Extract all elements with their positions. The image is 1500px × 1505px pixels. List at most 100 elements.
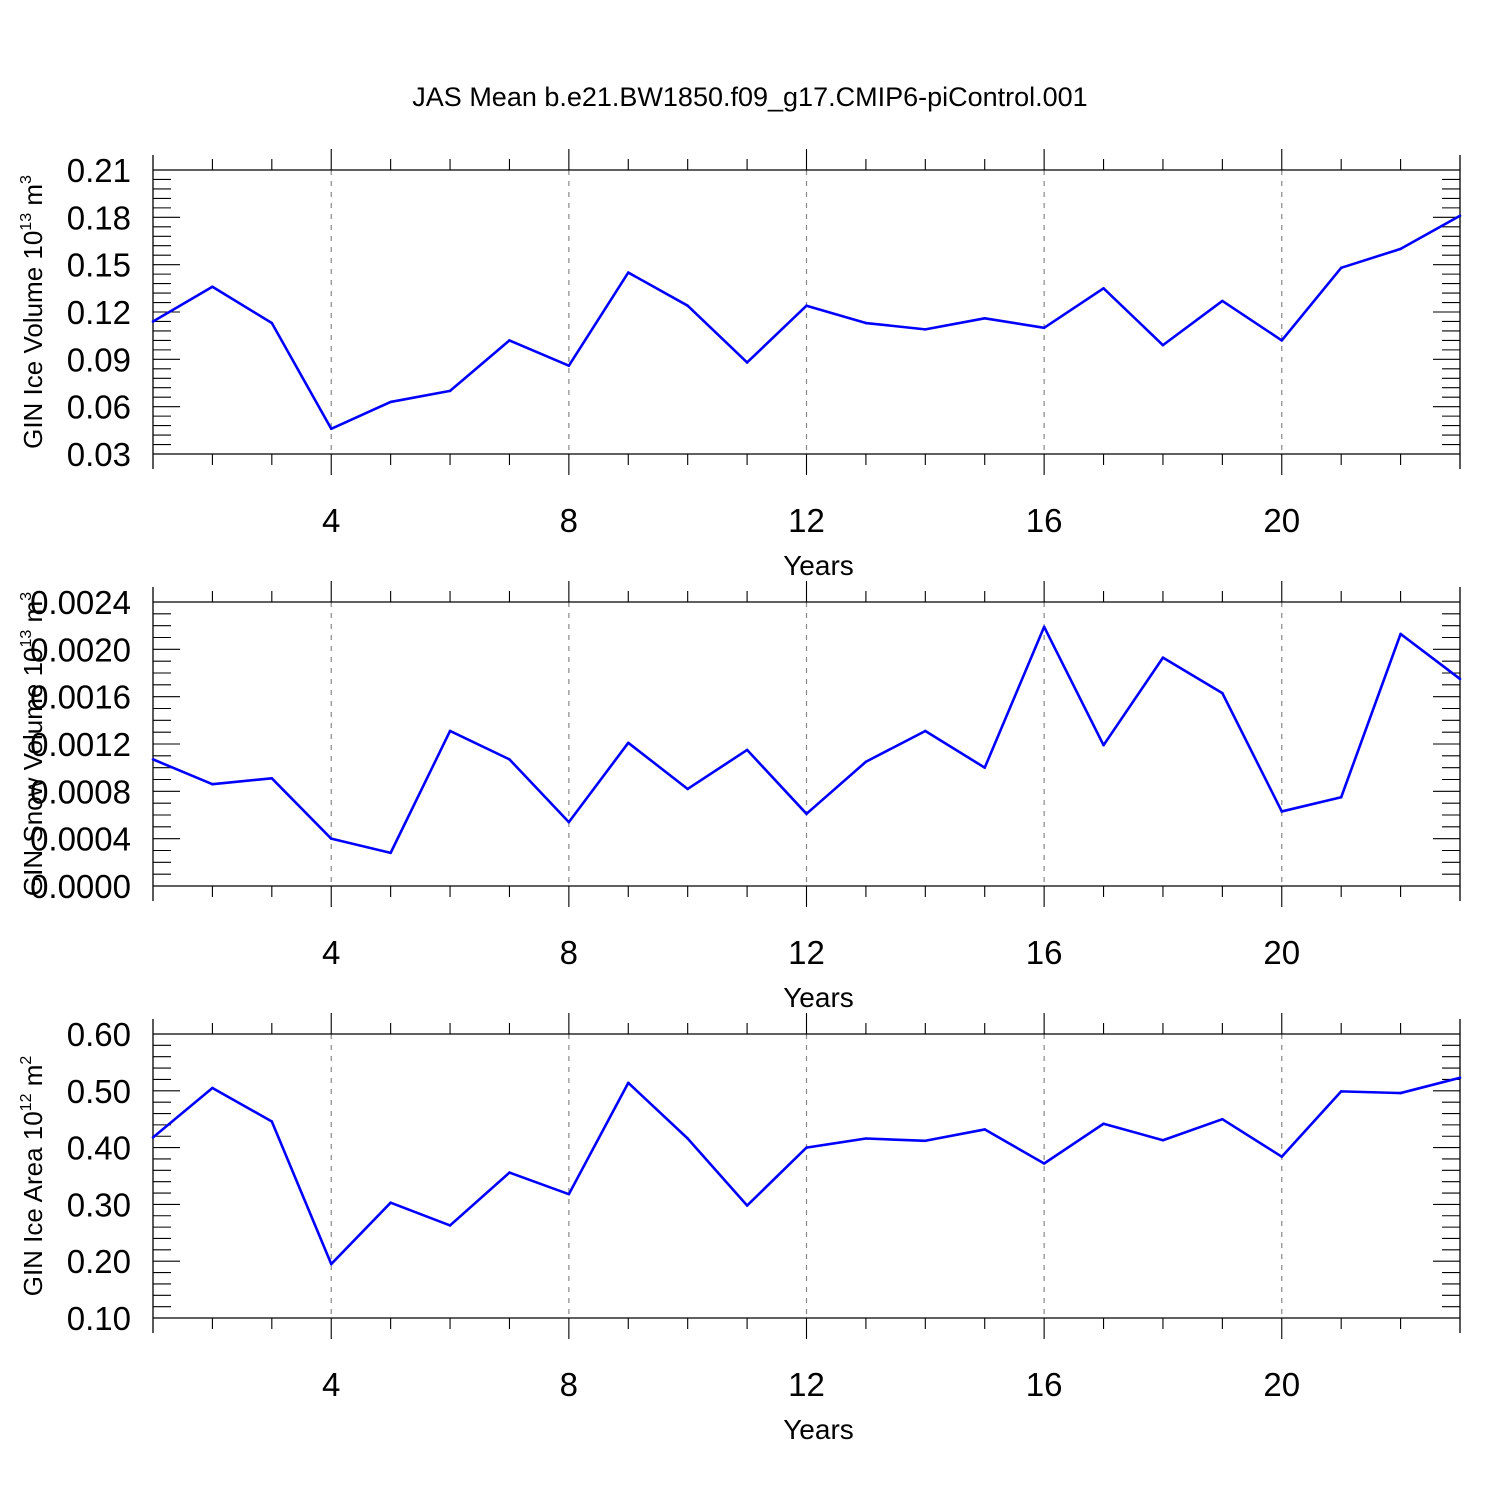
data-point bbox=[805, 812, 808, 816]
y-tick-label: 0.03 bbox=[67, 436, 131, 473]
panel-2: 0.0000 0.0004 0.0008 0.0012 0.0016 0.0020 0.00… bbox=[18, 581, 1462, 1013]
x-tick-label: 12 bbox=[788, 502, 825, 539]
data-point bbox=[864, 1137, 868, 1140]
y-tick-label: 0.21 bbox=[67, 152, 131, 189]
x-tick-label: 20 bbox=[1263, 502, 1300, 539]
y-tick-label: 0.0012 bbox=[30, 726, 131, 763]
data-point bbox=[864, 321, 868, 325]
data-point bbox=[745, 361, 749, 364]
data-point bbox=[508, 758, 511, 761]
y-tick-label: 0.0008 bbox=[30, 773, 131, 810]
y-tick-label: 0.60 bbox=[67, 1016, 131, 1053]
x-tick-label: 8 bbox=[560, 502, 578, 539]
data-point bbox=[567, 1192, 571, 1196]
data-point bbox=[389, 400, 392, 404]
data-point bbox=[389, 851, 392, 855]
y-tick-label: 0.09 bbox=[67, 341, 131, 378]
data-point bbox=[1339, 1090, 1343, 1093]
data-point bbox=[626, 271, 630, 274]
y-tick-label: 0.20 bbox=[67, 1243, 131, 1280]
y-tick-label: 0.18 bbox=[67, 199, 131, 236]
data-point bbox=[745, 748, 749, 752]
data-point bbox=[1161, 343, 1165, 347]
data-point bbox=[686, 304, 689, 307]
data-point bbox=[1102, 287, 1105, 290]
x-tick-label: 8 bbox=[560, 934, 578, 971]
y-axis-label-unit-exponent: 2 bbox=[18, 1056, 35, 1065]
data-point bbox=[983, 766, 987, 769]
data-point bbox=[1458, 214, 1462, 218]
data-point bbox=[567, 820, 571, 824]
y-axis-label: GIN Ice Area 1012 m2 bbox=[18, 1056, 48, 1297]
y-axis-label-exponent: 13 bbox=[18, 213, 35, 231]
panel-3: 0.10 0.20 0.30 0.40 0.50 0.60 4 8 12 16 20 Years GIN… bbox=[18, 1013, 1462, 1445]
x-axis-label: Years bbox=[783, 1414, 854, 1445]
data-point bbox=[329, 427, 333, 431]
data-point bbox=[151, 758, 155, 761]
y-tick-label: 0.40 bbox=[67, 1130, 131, 1167]
data-point bbox=[1399, 632, 1402, 636]
data-point bbox=[1458, 677, 1462, 681]
x-tick-label: 12 bbox=[788, 934, 825, 971]
data-point bbox=[448, 389, 452, 393]
y-axis-label-main: GIN Snow Volume 10 bbox=[18, 648, 48, 897]
data-point bbox=[864, 760, 868, 764]
chart-panels: 0.03 0.06 0.09 0.12 0.15 0.18 0.21 4 8 12 16 20 Year… bbox=[18, 149, 1462, 1445]
x-tick-label: 4 bbox=[322, 502, 340, 539]
y-tick-label: 0.0024 bbox=[30, 584, 131, 621]
y-axis-label-unit: m bbox=[18, 1065, 48, 1094]
data-point bbox=[448, 729, 452, 733]
x-axis-label: Years bbox=[783, 550, 854, 581]
data-point bbox=[626, 741, 630, 745]
x-axis-label: Years bbox=[783, 982, 854, 1013]
y-axis-label-unit-exponent: 3 bbox=[18, 592, 35, 601]
data-point bbox=[1102, 1122, 1105, 1126]
data-point bbox=[1221, 299, 1224, 303]
data-point bbox=[151, 1136, 155, 1139]
data-point bbox=[211, 1086, 214, 1090]
y-tick-label: 0.12 bbox=[67, 294, 131, 331]
data-point bbox=[508, 1171, 511, 1174]
data-point bbox=[924, 729, 927, 733]
y-axis-label-unit: m bbox=[18, 601, 48, 630]
data-point bbox=[567, 364, 571, 367]
data-point bbox=[983, 317, 987, 320]
data-point bbox=[686, 1137, 689, 1140]
y-axis-label: GIN Ice Volume 1013 m3 bbox=[18, 175, 48, 449]
y-axis-label-exponent: 13 bbox=[18, 630, 35, 648]
y-tick-label: 0.10 bbox=[67, 1300, 131, 1337]
x-tick-label: 16 bbox=[1026, 1366, 1063, 1403]
data-point bbox=[329, 837, 333, 840]
x-tick-label: 4 bbox=[322, 934, 340, 971]
y-tick-label: 0.0020 bbox=[30, 631, 131, 668]
data-point bbox=[805, 1146, 808, 1149]
x-tick-label: 4 bbox=[322, 1366, 340, 1403]
y-tick-label: 0.50 bbox=[67, 1073, 131, 1110]
data-point bbox=[924, 1139, 927, 1143]
data-point bbox=[686, 787, 689, 791]
x-tick-label: 8 bbox=[560, 1366, 578, 1403]
y-axis-label-main: GIN Ice Volume 10 bbox=[18, 231, 48, 449]
data-point bbox=[1221, 691, 1224, 695]
x-tick-label: 20 bbox=[1263, 1366, 1300, 1403]
y-axis-label-unit: m bbox=[18, 184, 48, 213]
data-point bbox=[626, 1081, 630, 1085]
data-point bbox=[448, 1224, 452, 1227]
panel-1: 0.03 0.06 0.09 0.12 0.15 0.18 0.21 4 8 12 16 20 Year… bbox=[18, 149, 1462, 581]
data-point bbox=[389, 1201, 392, 1204]
data-point bbox=[329, 1262, 333, 1266]
data-point bbox=[983, 1128, 987, 1131]
data-point bbox=[270, 777, 274, 780]
data-point bbox=[1042, 625, 1046, 629]
data-point bbox=[1161, 1138, 1165, 1142]
y-axis-label-main: GIN Ice Area 10 bbox=[18, 1111, 48, 1296]
data-point bbox=[151, 320, 155, 323]
y-tick-label: 0.0000 bbox=[30, 868, 131, 905]
y-tick-label: 0.0004 bbox=[30, 821, 131, 858]
x-tick-label: 16 bbox=[1026, 934, 1063, 971]
data-point bbox=[1339, 795, 1343, 799]
y-axis-label-exponent: 12 bbox=[18, 1093, 35, 1111]
y-tick-label: 0.30 bbox=[67, 1186, 131, 1223]
data-point bbox=[805, 304, 808, 307]
